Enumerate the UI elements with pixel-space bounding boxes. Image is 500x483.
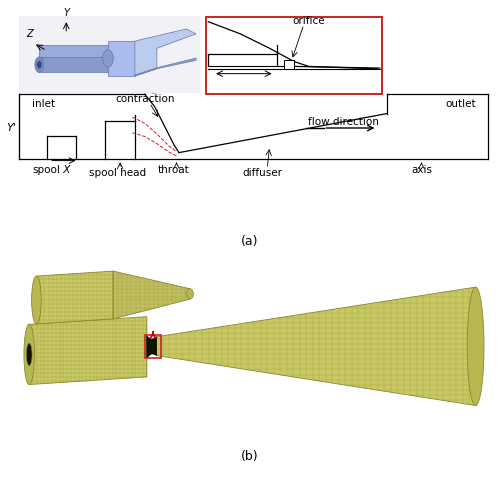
Text: contraction: contraction <box>115 95 174 104</box>
Text: spool: spool <box>32 165 60 175</box>
Text: axis: axis <box>411 165 432 175</box>
Text: (a): (a) <box>241 235 259 248</box>
Text: Z: Z <box>26 29 33 40</box>
Polygon shape <box>147 336 156 358</box>
Ellipse shape <box>26 343 32 366</box>
Text: flow direction: flow direction <box>308 117 378 127</box>
Text: spool head: spool head <box>89 168 146 178</box>
Polygon shape <box>40 57 108 72</box>
Text: orifice: orifice <box>292 15 325 26</box>
Ellipse shape <box>35 57 43 72</box>
Text: Y': Y' <box>6 123 16 133</box>
Bar <box>146 335 160 358</box>
Ellipse shape <box>37 61 42 69</box>
Text: outlet: outlet <box>446 99 476 109</box>
Ellipse shape <box>186 289 194 299</box>
Ellipse shape <box>24 324 34 384</box>
Polygon shape <box>29 317 147 384</box>
Polygon shape <box>108 41 135 76</box>
Polygon shape <box>156 287 475 406</box>
Polygon shape <box>135 29 196 76</box>
Polygon shape <box>135 58 196 76</box>
Polygon shape <box>40 44 108 57</box>
Text: Y: Y <box>63 8 69 18</box>
Bar <box>18 15 200 93</box>
Polygon shape <box>36 271 113 324</box>
Text: (b): (b) <box>241 450 259 463</box>
Bar <box>284 60 294 69</box>
Polygon shape <box>113 271 190 319</box>
Text: inlet: inlet <box>32 99 55 109</box>
Ellipse shape <box>102 50 114 67</box>
Text: diffuser: diffuser <box>242 168 282 178</box>
Ellipse shape <box>467 287 484 406</box>
Text: X: X <box>46 165 70 175</box>
Text: throat: throat <box>158 165 190 175</box>
Ellipse shape <box>32 276 41 324</box>
Bar <box>206 17 382 94</box>
